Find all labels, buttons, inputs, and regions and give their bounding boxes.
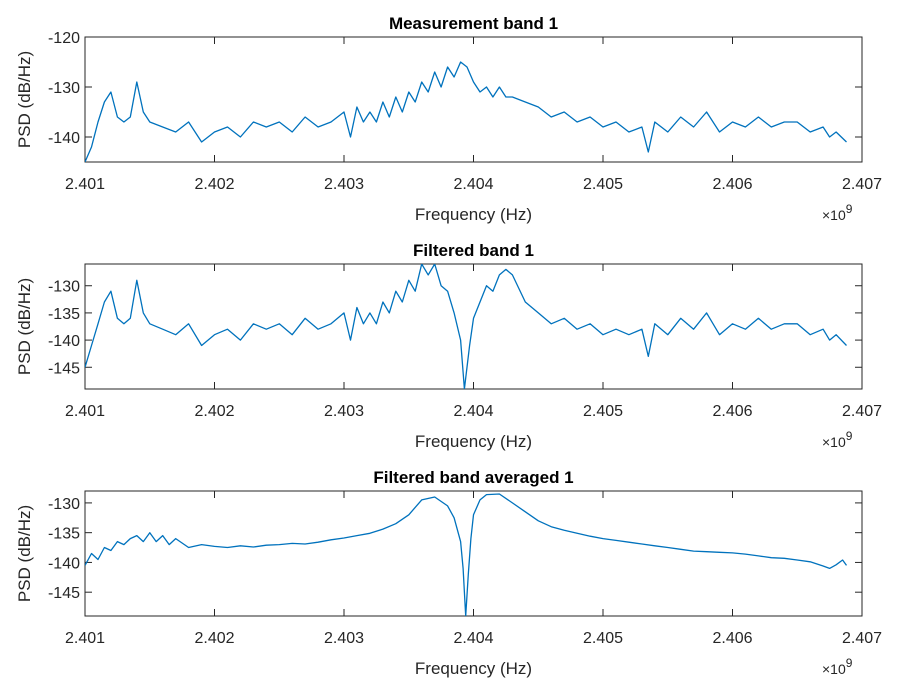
plot-area	[84, 263, 863, 390]
x-tick-label: 2.404	[453, 176, 493, 193]
x-tick-label: 2.406	[712, 403, 752, 420]
x-tick-label: 2.405	[583, 630, 623, 647]
y-axis-label: PSD (dB/Hz)	[15, 51, 34, 148]
x-tick-label: 2.407	[842, 630, 882, 647]
x-axis-exponent-power: 9	[846, 202, 853, 216]
series-line	[85, 493, 848, 616]
x-axis-exponent: ×109	[822, 429, 853, 450]
x-tick-label: 2.402	[194, 403, 234, 420]
x-tick-label: 2.405	[583, 403, 623, 420]
y-tick-label: -140	[48, 555, 80, 572]
x-axis-label: Frequency (Hz)	[415, 205, 532, 224]
x-tick-label: 2.407	[842, 403, 882, 420]
x-tick-label: 2.406	[712, 630, 752, 647]
x-axis-exponent: ×109	[822, 656, 853, 677]
y-axis-label: PSD (dB/Hz)	[15, 278, 34, 375]
chart-2: 2.401 2.402 2.403 2.404 2.405 2.406 2.407 -130 -…	[15, 241, 882, 451]
series-line	[85, 264, 847, 389]
x-tick-label: 2.403	[324, 630, 364, 647]
x-tick-label: 2.402	[194, 630, 234, 647]
x-tick-label: 2.405	[583, 176, 623, 193]
y-axis-label: PSD (dB/Hz)	[15, 505, 34, 602]
x-tick-label: 2.406	[712, 176, 752, 193]
x-axis-label: Frequency (Hz)	[415, 659, 532, 678]
x-axis-exponent-power: 9	[846, 656, 853, 670]
y-tick-label: -145	[48, 585, 80, 602]
x-tick-label: 2.404	[453, 403, 493, 420]
y-tick-label: -130	[48, 496, 80, 513]
y-tick-label: -130	[48, 80, 80, 97]
chart-title: Filtered band averaged 1	[373, 468, 573, 487]
x-tick-label: 2.403	[324, 403, 364, 420]
x-tick-label: 2.401	[65, 403, 105, 420]
plot-area	[84, 36, 863, 163]
y-tick-label: -140	[48, 130, 80, 147]
x-tick-label: 2.402	[194, 176, 234, 193]
x-tick-label: 2.401	[65, 176, 105, 193]
y-tick-label: -135	[48, 526, 80, 543]
y-tick-label: -145	[48, 360, 80, 377]
series-line	[85, 61, 847, 162]
x-axis-exponent-power: 9	[846, 429, 853, 443]
chart-3: 2.401 2.402 2.403 2.404 2.405 2.406 2.407 -130 -…	[15, 468, 882, 678]
chart-1: 2.401 2.402 2.403 2.404 2.405 2.406 2.407 -120 -…	[15, 14, 882, 224]
x-axis-label: Frequency (Hz)	[415, 432, 532, 451]
x-tick-label: 2.407	[842, 176, 882, 193]
y-tick-label: -130	[48, 279, 80, 296]
x-tick-label: 2.401	[65, 630, 105, 647]
y-tick-label: -140	[48, 333, 80, 350]
x-tick-label: 2.403	[324, 176, 364, 193]
y-tick-label: -120	[48, 30, 80, 47]
x-tick-label: 2.404	[453, 630, 493, 647]
x-axis-exponent: ×109	[822, 202, 853, 223]
chart-title: Filtered band 1	[413, 241, 534, 260]
chart-title: Measurement band 1	[389, 14, 558, 33]
y-tick-label: -135	[48, 306, 80, 323]
